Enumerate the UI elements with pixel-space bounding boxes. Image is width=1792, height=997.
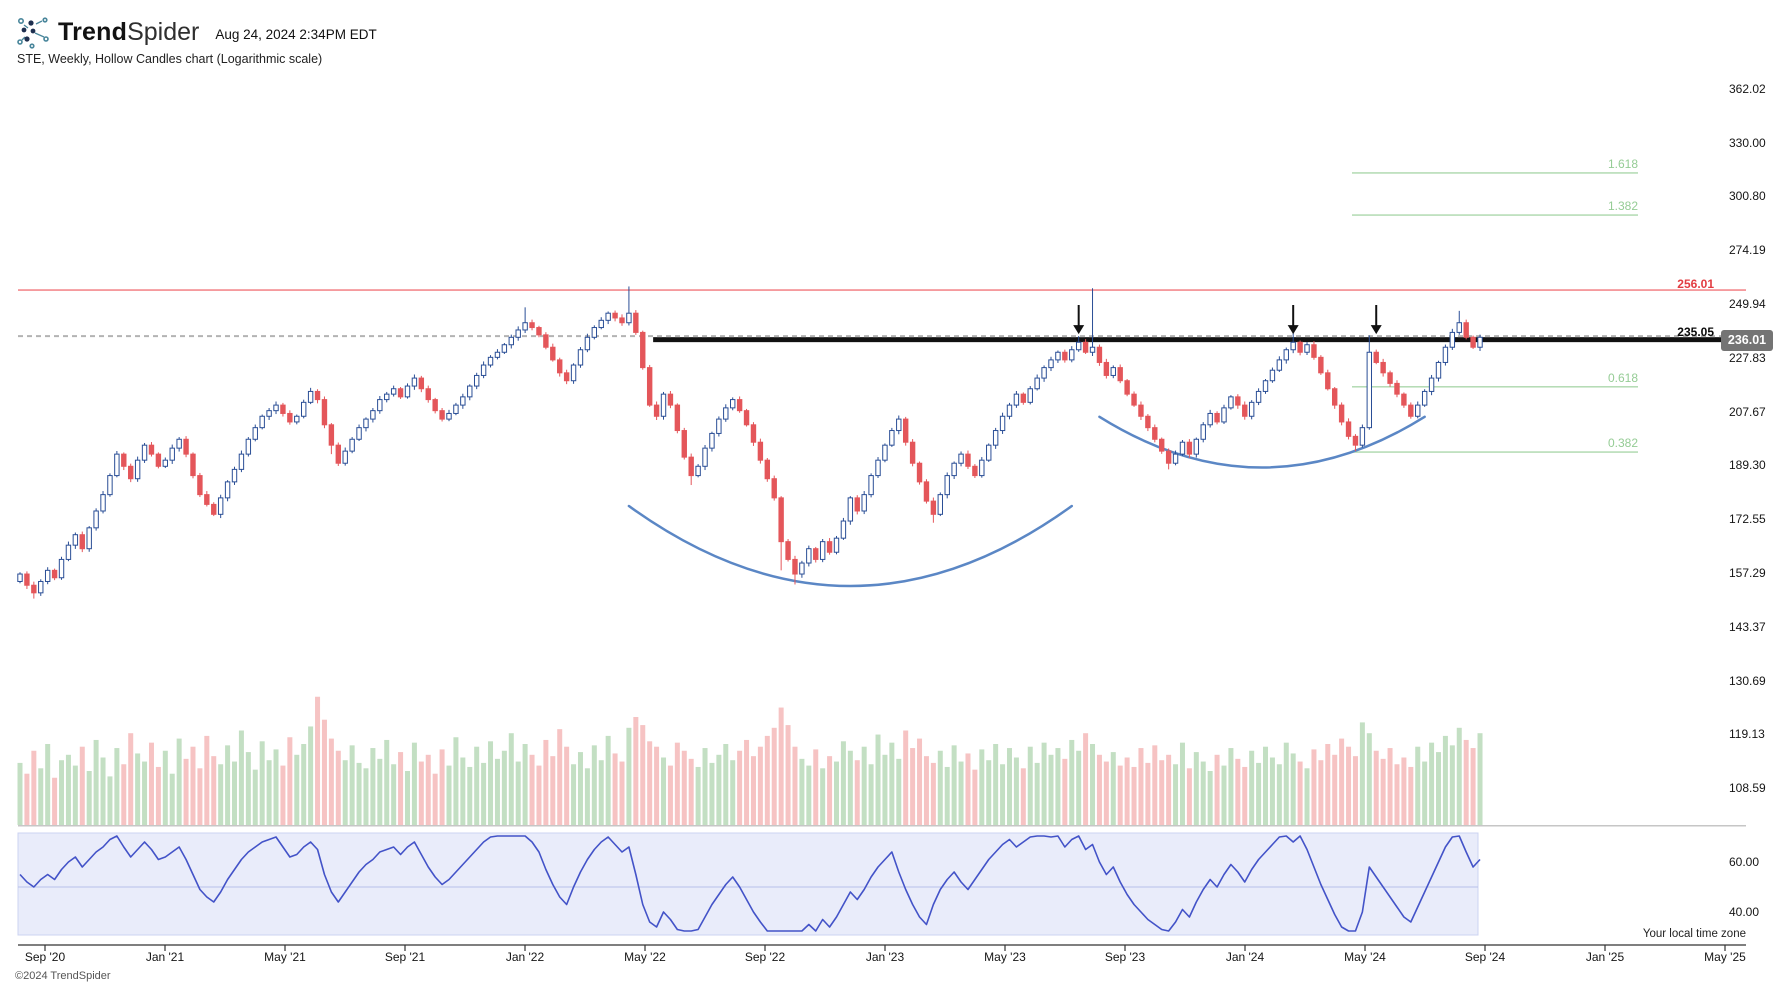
time-axis-label: Jan '25: [1585, 950, 1625, 964]
time-axis-label: Sep '22: [744, 950, 786, 964]
time-axis-label: Sep '21: [384, 950, 426, 964]
last-price-badge: 236.01: [1721, 330, 1773, 351]
price-axis-label: 207.67: [1729, 404, 1766, 419]
candles: [17, 286, 1483, 599]
price-levels: [18, 289, 1746, 343]
time-axis-label: Jan '24: [1225, 950, 1265, 964]
time-axis-line: [18, 944, 1746, 951]
time-axis-label: May '25: [1704, 950, 1746, 964]
breakout-price-label: 235.05: [1677, 325, 1714, 339]
resistance-price-label: 256.01: [1677, 277, 1714, 291]
price-axis-label: 189.30: [1729, 458, 1766, 473]
trendspider-logo-icon: [17, 17, 49, 49]
time-axis-label: May '23: [984, 950, 1026, 964]
cup-arcs: [627, 415, 1426, 588]
rsi-line: [19, 835, 1481, 932]
header: Trend Spider Aug 24, 2024 2:34PM EDT: [16, 12, 377, 52]
volume-bars: [17, 696, 1483, 825]
time-axis-label: Sep '20: [24, 950, 66, 964]
price-axis-label: 274.19: [1729, 243, 1766, 258]
time-axis-label: May '24: [1344, 950, 1386, 964]
time-axis-label: Sep '23: [1104, 950, 1146, 964]
timezone-note: Your local time zone: [1642, 928, 1746, 940]
price-axis-label: 119.13: [1729, 727, 1765, 742]
time-axis-label: Jan '23: [865, 950, 905, 964]
fib-extension-label: 1.382: [1607, 199, 1638, 214]
price-axis-label: 108.59: [1729, 781, 1766, 796]
brand-name-light: Spider: [127, 17, 200, 46]
price-axis-label: 130.69: [1729, 673, 1766, 688]
time-axis-label: May '21: [264, 950, 306, 964]
brand-name-bold: Trend: [58, 17, 128, 46]
price-axis-label: 227.83: [1729, 350, 1766, 365]
time-axis-label: Jan '22: [505, 950, 545, 964]
copyright: ©2024 TrendSpider: [15, 970, 111, 982]
rsi-axis-label: 40.00: [1729, 905, 1760, 919]
price-axis-label: 249.94: [1729, 296, 1766, 311]
price-axis-label: 157.29: [1729, 565, 1766, 580]
price-axis-label: 362.02: [1729, 81, 1766, 96]
chart-datetime: Aug 24, 2024 2:34PM EDT: [215, 26, 377, 42]
time-axis-label: May '22: [624, 950, 666, 964]
price-axis-label: 330.00: [1729, 135, 1766, 150]
fib-extension-label: 0.618: [1607, 370, 1638, 385]
down-arrows: [1073, 304, 1382, 335]
fib-extension-label: 1.618: [1607, 156, 1638, 171]
volume-separator: [18, 825, 1746, 827]
price-axis-label: 300.80: [1729, 189, 1766, 204]
fib-extension-label: 0.382: [1607, 436, 1638, 451]
rsi-axis-label: 60.00: [1729, 855, 1760, 869]
price-axis-label: 172.55: [1729, 512, 1766, 527]
rsi-panel: [17, 832, 1479, 936]
time-axis-label: Jan '21: [145, 950, 185, 964]
time-axis-label: Sep '24: [1464, 950, 1506, 964]
price-axis-label: 143.37: [1729, 619, 1766, 634]
chart-subtitle: STE, Weekly, Hollow Candles chart (Logar…: [17, 52, 323, 66]
fib-extension-lines: [1352, 172, 1638, 453]
